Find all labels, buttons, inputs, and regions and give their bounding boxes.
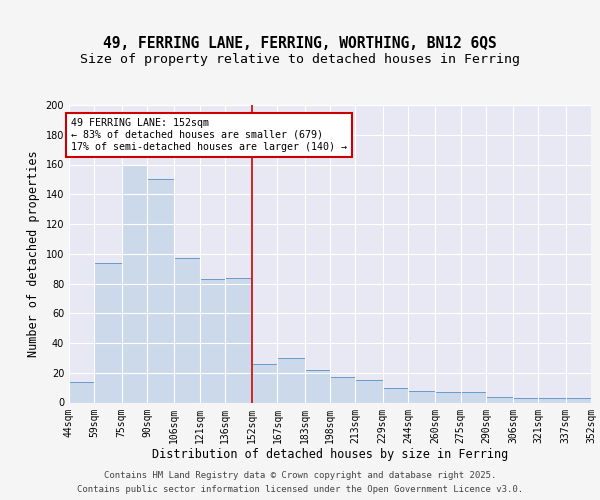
Bar [305,370,330,402]
Bar [122,164,147,402]
Bar [486,396,513,402]
Bar [147,180,174,402]
Bar [538,398,566,402]
Bar [461,392,486,402]
Bar [69,382,94,402]
Bar [408,390,435,402]
Bar [330,377,355,402]
Text: 49 FERRING LANE: 152sqm
← 83% of detached houses are smaller (679)
17% of semi-d: 49 FERRING LANE: 152sqm ← 83% of detache… [71,118,347,152]
Bar [225,278,252,402]
X-axis label: Distribution of detached houses by size in Ferring: Distribution of detached houses by size … [152,448,508,461]
Bar [355,380,383,402]
Bar [513,398,538,402]
Bar [199,279,225,402]
Text: Size of property relative to detached houses in Ferring: Size of property relative to detached ho… [80,54,520,66]
Bar [435,392,461,402]
Text: Contains public sector information licensed under the Open Government Licence v3: Contains public sector information licen… [77,484,523,494]
Bar [94,262,122,402]
Bar [252,364,277,403]
Bar [174,258,200,402]
Bar [383,388,408,402]
Y-axis label: Number of detached properties: Number of detached properties [27,150,40,357]
Bar [566,398,591,402]
Text: 49, FERRING LANE, FERRING, WORTHING, BN12 6QS: 49, FERRING LANE, FERRING, WORTHING, BN1… [103,36,497,52]
Bar [277,358,305,403]
Text: Contains HM Land Registry data © Crown copyright and database right 2025.: Contains HM Land Registry data © Crown c… [104,472,496,480]
